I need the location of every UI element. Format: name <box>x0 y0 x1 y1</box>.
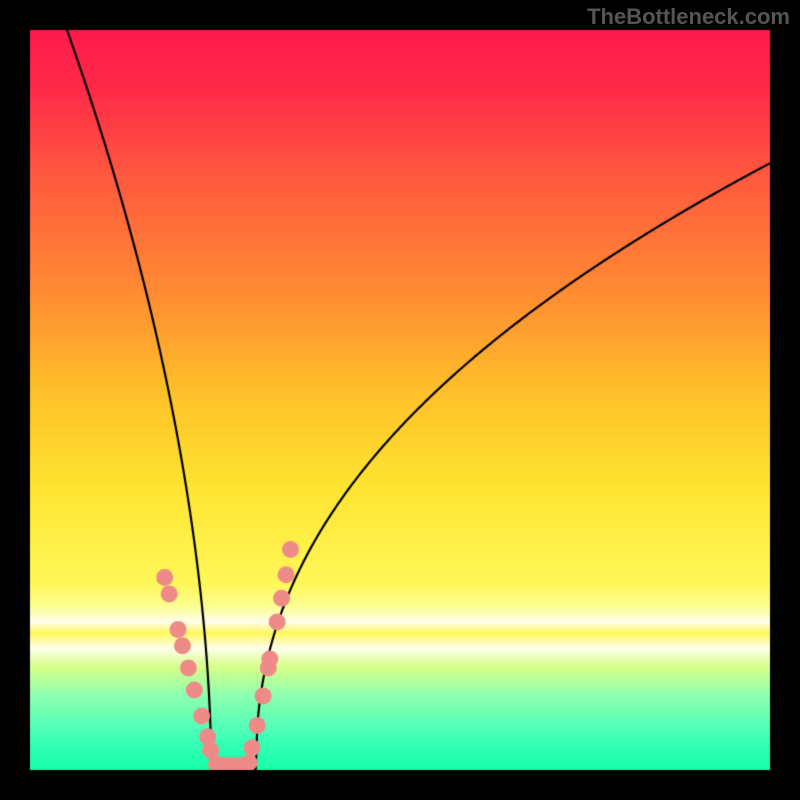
bottleneck-v-curve-chart <box>0 0 800 800</box>
chart-container: TheBottleneck.com <box>0 0 800 800</box>
